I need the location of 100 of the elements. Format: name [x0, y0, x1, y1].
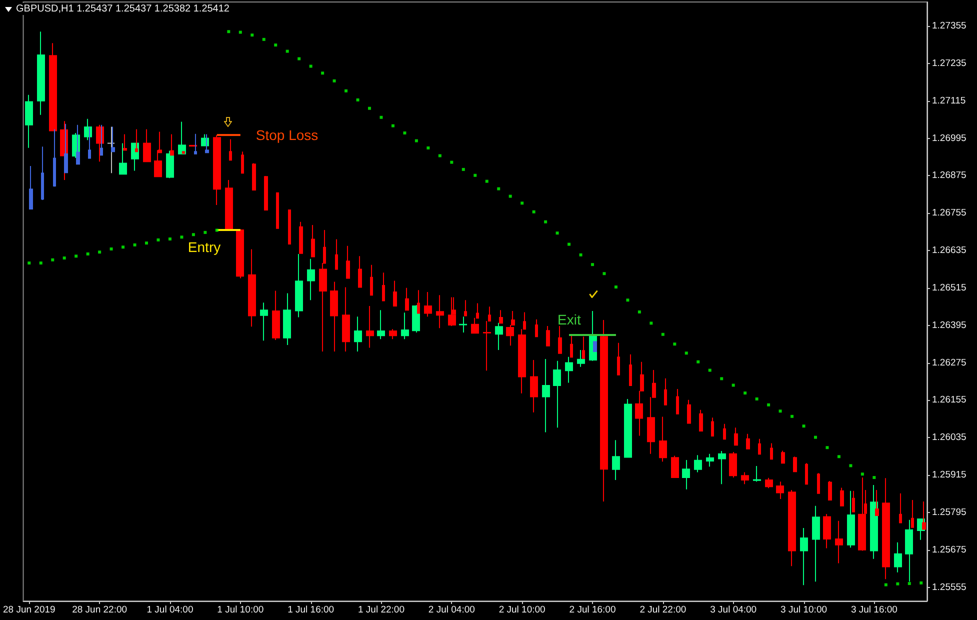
candlestick [119, 142, 127, 175]
candlestick [236, 228, 244, 279]
x-tick-label: 2 Jul 04:00 [428, 604, 475, 616]
y-tick-label: 1.26755 [932, 208, 966, 219]
candlestick [76, 124, 80, 165]
candlestick [25, 94, 33, 148]
candlestick [612, 440, 620, 481]
y-tick-label: 1.25675 [932, 544, 966, 556]
x-tick-label: 1 Jul 16:00 [288, 604, 334, 616]
candlestick [41, 146, 44, 201]
candlestick [88, 126, 91, 159]
candlestick [194, 133, 197, 154]
candlestick [123, 134, 127, 151]
candlestick [205, 134, 209, 154]
y-tick-label: 1.27355 [932, 20, 966, 32]
candlestick [671, 455, 679, 478]
candlestick [272, 290, 280, 341]
candlestick [847, 490, 855, 548]
candlestick [553, 360, 561, 428]
x-tick-label: 3 Jul 04:00 [710, 604, 757, 616]
candlestick [53, 128, 56, 188]
candlestick [377, 310, 385, 340]
candlestick [370, 264, 373, 296]
y-tick-label: 1.27235 [932, 58, 966, 69]
ref-line-label: Exit [558, 311, 581, 328]
candlestick [241, 151, 244, 174]
candlestick [530, 359, 538, 413]
candlestick [366, 306, 374, 348]
y-tick-label: 1.26155 [932, 394, 966, 406]
candlestick [788, 489, 796, 567]
candlestick [495, 322, 503, 350]
candlestick [459, 316, 467, 334]
y-tick-label: 1.26875 [932, 170, 966, 182]
candlestick [729, 451, 737, 478]
candlestick [143, 128, 151, 162]
candlestick [624, 398, 632, 458]
candlestick [107, 126, 115, 174]
x-tick-label: 28 Jun 2019 [2, 604, 56, 616]
y-tick-label: 1.26275 [932, 357, 966, 368]
x-tick-label: 2 Jul 16:00 [569, 604, 616, 616]
candlestick [111, 126, 115, 152]
candlestick [577, 349, 585, 368]
candlestick [307, 258, 315, 301]
candlestick [800, 528, 808, 586]
x-tick-label: 28 Jun 22:00 [72, 604, 128, 616]
candlestick [448, 296, 456, 326]
candlestick [905, 519, 913, 582]
candlestick [858, 477, 866, 552]
candlestick [252, 162, 256, 191]
candlestick [741, 472, 749, 485]
candlestick [260, 302, 268, 342]
candlestick [600, 320, 608, 502]
ref-line-label: Entry [188, 238, 221, 255]
candlestick [229, 138, 232, 161]
candlestick [178, 121, 186, 154]
x-tick-label: 1 Jul 10:00 [217, 604, 264, 616]
candlestick [542, 358, 550, 433]
candlestick [565, 356, 573, 384]
y-tick-label: 1.25915 [932, 470, 966, 481]
candlestick [283, 292, 291, 346]
candlestick [682, 460, 690, 490]
y-tick-label: 1.26395 [932, 320, 966, 331]
y-tick-label: 1.25555 [932, 582, 966, 593]
candlestick [436, 294, 444, 329]
candlestick [225, 180, 233, 230]
candlestick [29, 166, 33, 210]
x-tick-label: 3 Jul 10:00 [780, 604, 828, 616]
candlestick [299, 221, 303, 254]
y-tick-label: 1.26035 [932, 432, 966, 444]
candlestick [354, 316, 362, 352]
x-tick-label: 2 Jul 22:00 [640, 604, 686, 616]
y-tick-label: 1.27115 [932, 95, 966, 106]
candlestick [694, 454, 702, 473]
candlestick [213, 134, 221, 206]
x-tick-label: 1 Jul 04:00 [146, 604, 194, 616]
candlestick [765, 477, 773, 489]
chart-title: GBPUSD,H1 1.25437 1.25437 1.25382 1.25412 [16, 4, 230, 14]
x-tick-label: 1 Jul 22:00 [358, 604, 404, 616]
candlestick [706, 453, 714, 468]
candlestick [835, 520, 843, 564]
candlestick [823, 514, 831, 549]
candlestick [776, 481, 784, 500]
candlestick [718, 450, 726, 485]
y-tick-label: 1.26635 [932, 245, 966, 256]
candlestick [248, 248, 256, 328]
candlestick [812, 505, 820, 582]
y-tick-label: 1.26515 [932, 282, 966, 294]
candlestick [389, 328, 397, 340]
candlestick [166, 150, 174, 179]
candlestick [264, 175, 268, 210]
candlestick [346, 245, 350, 279]
ref-line-label: Stop Loss [256, 127, 318, 144]
candlestick [100, 124, 103, 156]
y-tick-label: 1.25795 [932, 506, 966, 518]
x-tick-label: 2 Jul 10:00 [498, 604, 546, 616]
candlestick [753, 465, 761, 482]
candlestick [330, 281, 338, 352]
candlestick [659, 416, 667, 462]
x-tick-label: 3 Jul 16:00 [850, 604, 898, 616]
candlestick [295, 253, 303, 318]
